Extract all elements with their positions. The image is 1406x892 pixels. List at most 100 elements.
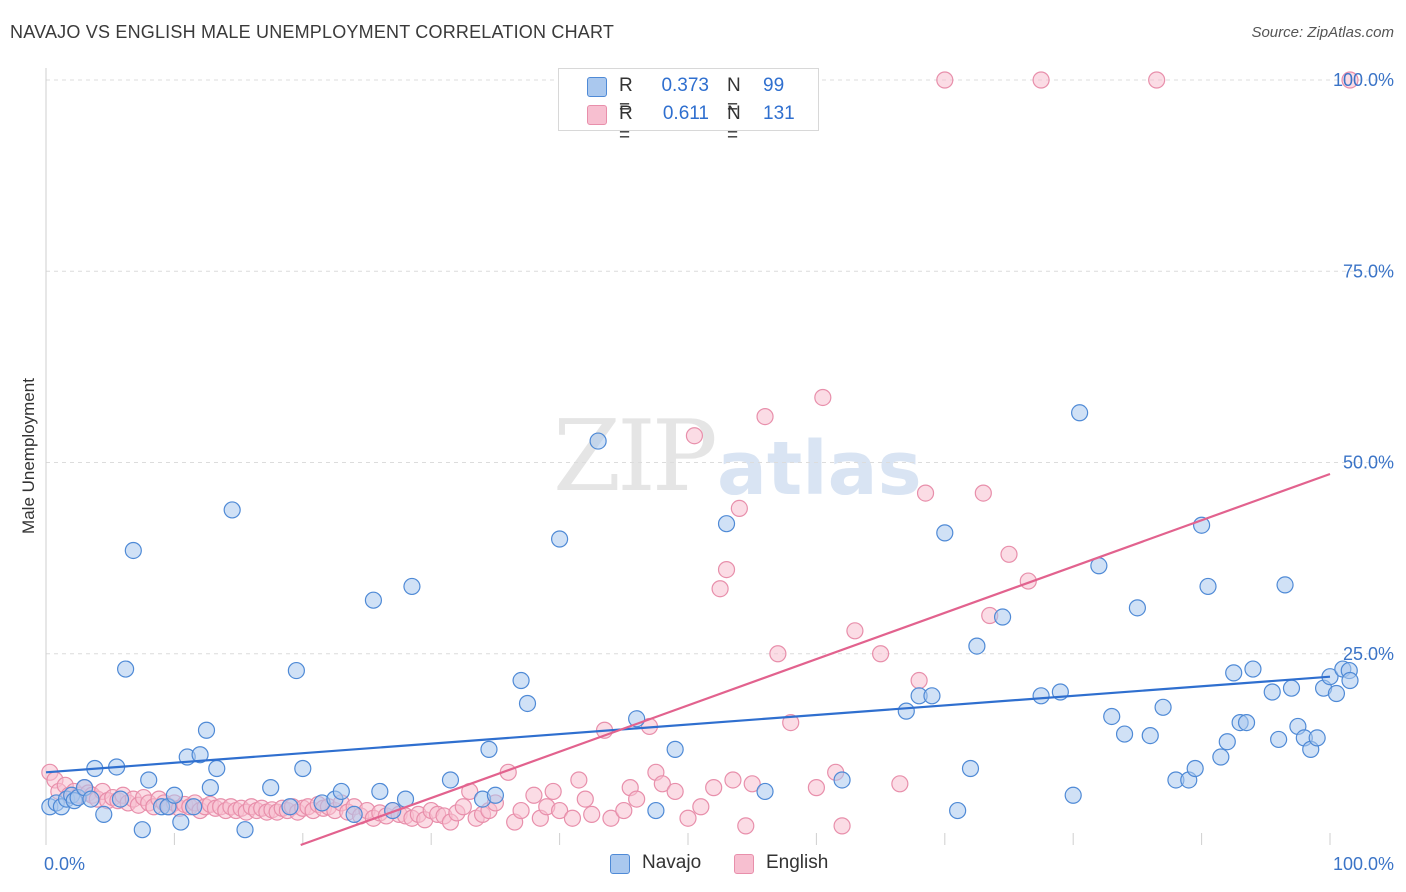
y-tick-label: 50.0%: [1343, 453, 1394, 473]
navajo-swatch: [610, 854, 630, 874]
navajo-point: [1263, 683, 1281, 701]
navajo-point: [1244, 660, 1262, 678]
navajo-point: [589, 432, 607, 450]
english-point: [685, 427, 704, 445]
navajo-point: [1064, 786, 1082, 804]
english-point: [570, 771, 588, 789]
navajo-point: [140, 771, 158, 789]
legend-r-label: R =: [619, 103, 633, 146]
navajo-point: [1218, 733, 1236, 751]
navajo-point: [923, 687, 941, 705]
english-point: [454, 798, 472, 816]
navajo-point: [1115, 725, 1134, 743]
legend-r-label: R =: [619, 75, 633, 118]
navajo-point: [185, 798, 203, 816]
english-point: [1148, 71, 1166, 89]
english-point: [871, 645, 890, 663]
english-point: [717, 560, 736, 579]
legend-r-value: 0.611: [662, 103, 709, 124]
navajo-point: [133, 821, 151, 839]
english-point: [525, 786, 543, 804]
navajo-point: [236, 821, 254, 839]
navajo-point: [262, 779, 280, 797]
english-point: [891, 775, 909, 793]
navajo-point: [201, 779, 219, 797]
english-point: [550, 801, 569, 820]
navajo-point: [441, 771, 460, 789]
navajo-point: [1141, 727, 1159, 745]
legend-n-value: 99: [763, 75, 785, 96]
english-point: [576, 790, 594, 808]
legend-label-english: English: [766, 852, 829, 873]
navajo-point: [384, 801, 402, 820]
english-swatch: [587, 105, 607, 125]
navajo-point: [191, 746, 209, 764]
grid-lines: [46, 79, 1390, 655]
x-tick-label: 100.0%: [1333, 854, 1394, 874]
english-point: [628, 790, 646, 808]
english-point: [1341, 71, 1359, 89]
navajo-point: [666, 740, 684, 758]
english-point: [1032, 71, 1050, 89]
navajo-point: [124, 541, 142, 560]
english-point: [666, 782, 684, 801]
legend-r-value: 0.373: [661, 75, 709, 96]
navajo-points: [41, 404, 1359, 839]
english-point: [782, 713, 800, 732]
navajo-point: [1071, 404, 1089, 422]
navajo-point: [117, 660, 135, 678]
navajo-point: [936, 524, 954, 542]
english-point: [705, 779, 723, 797]
y-tick-label: 75.0%: [1343, 261, 1394, 281]
navajo-point: [1237, 713, 1256, 732]
navajo-point: [111, 790, 130, 808]
navajo-point: [1341, 671, 1359, 690]
y-tick-label: 100.0%: [1333, 70, 1394, 90]
navajo-point: [223, 501, 241, 519]
english-point: [711, 580, 729, 598]
english-point: [730, 499, 748, 517]
y-tick-label: 25.0%: [1343, 644, 1394, 664]
chart-title: NAVAJO VS ENGLISH MALE UNEMPLOYMENT CORR…: [10, 22, 615, 42]
english-points: [41, 71, 1359, 835]
navajo-point: [1032, 687, 1050, 705]
navajo-swatch: [587, 77, 607, 97]
axes: [45, 68, 1331, 845]
source-credit: Source: ZipAtlas.com: [1251, 24, 1394, 41]
english-point: [833, 817, 851, 835]
navajo-point: [364, 591, 383, 609]
navajo-point: [281, 798, 299, 816]
english-point: [807, 779, 826, 797]
navajo-point: [371, 782, 389, 801]
watermark-atlas: atlas: [717, 426, 922, 512]
english-point: [936, 71, 954, 89]
english-point: [756, 408, 774, 426]
navajo-point: [968, 637, 986, 655]
navajo-point: [165, 786, 183, 804]
english-point: [910, 671, 928, 690]
english-point: [615, 801, 633, 820]
legend-n-label: N =: [727, 75, 741, 118]
tick-labels: 25.0% 50.0% 75.0% 100.0% 0.0% 100.0%: [44, 70, 1394, 874]
navajo-point: [1154, 698, 1172, 716]
navajo-point: [294, 759, 312, 778]
navajo-point: [403, 577, 421, 596]
english-point: [974, 484, 992, 502]
english-point: [743, 775, 761, 793]
english-point: [602, 809, 620, 827]
english-point: [679, 809, 697, 827]
navajo-point: [287, 661, 305, 680]
english-point: [563, 809, 582, 827]
english-point: [653, 775, 671, 793]
navajo-point: [1276, 576, 1294, 594]
navajo-point: [1199, 577, 1217, 596]
navajo-point: [1128, 599, 1147, 617]
navajo-point: [208, 759, 226, 778]
navajo-point: [480, 740, 498, 758]
navajo-point: [756, 782, 774, 801]
english-point: [512, 801, 530, 820]
legend-n-value: 131: [763, 103, 795, 124]
legend-label-navajo: Navajo: [642, 852, 702, 873]
navajo-point: [1308, 729, 1326, 747]
